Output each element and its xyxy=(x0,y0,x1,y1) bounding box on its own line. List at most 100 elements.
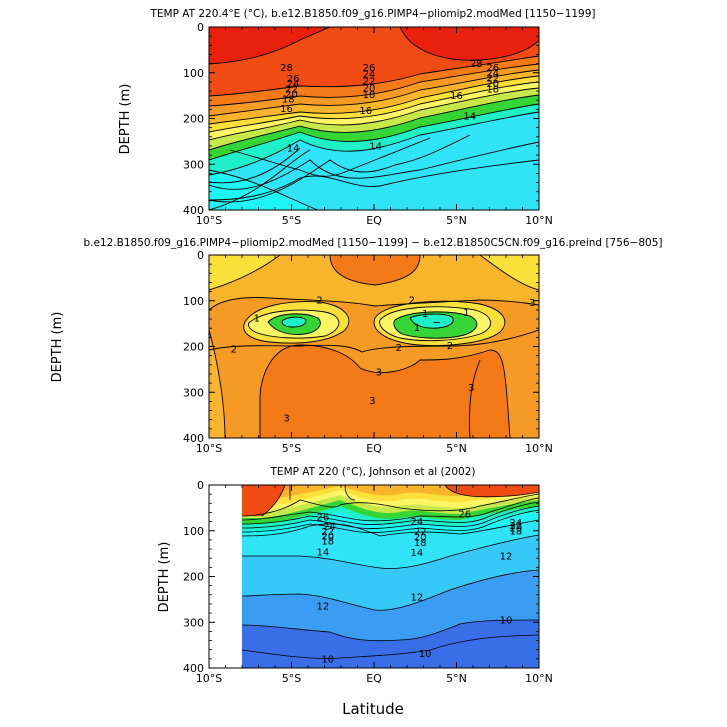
contour-label: 28 xyxy=(280,63,293,74)
contour-label: 20 xyxy=(510,524,523,535)
fill-3-upper xyxy=(330,255,420,285)
fill-27-east xyxy=(445,485,539,497)
contour-line xyxy=(329,255,421,286)
x-tick-label: 5°S xyxy=(282,214,301,227)
panel-2-field xyxy=(209,255,539,438)
contour-label: 1 xyxy=(414,323,420,334)
contour-line xyxy=(344,485,356,501)
panel-1-title: TEMP AT 220.4°E (°C), b.e12.B1850.f09_g1… xyxy=(149,8,595,20)
y-tick-label: 100 xyxy=(183,525,204,538)
y-tick-label: 0 xyxy=(197,21,204,34)
contour-line xyxy=(259,344,511,438)
contour-line xyxy=(209,69,539,117)
contour-line xyxy=(241,493,539,517)
panel-3-contour-labels: 2624222018142422201814262422201812121210… xyxy=(316,509,522,665)
contour-label: 10 xyxy=(500,615,513,626)
contour-line xyxy=(209,63,539,107)
contour-line xyxy=(241,519,539,537)
contour-label: 26 xyxy=(363,63,376,74)
x-tick-label: 5°N xyxy=(446,214,467,227)
panel-1: TEMP AT 220.4°E (°C), b.e12.B1850.f09_g1… xyxy=(118,8,596,227)
contour-label: 26 xyxy=(458,509,471,520)
contour-label: 24 xyxy=(287,79,300,90)
fill-27 xyxy=(242,485,285,516)
contour-label: 1 xyxy=(463,308,469,319)
y-tick-label: 400 xyxy=(183,204,204,217)
contour-line xyxy=(209,27,331,65)
contour-label: 3 xyxy=(529,298,535,309)
fill-0-5-east xyxy=(410,314,454,329)
panel-2-axes: 10°S 5°S EQ 5°N 10°N 0 100 200 300 400 xyxy=(183,249,553,455)
contour-label: 24 xyxy=(363,70,376,81)
contour-label: 22 xyxy=(363,76,376,87)
x-tick-label: 10°N xyxy=(525,214,553,227)
contour-line xyxy=(209,149,311,210)
contour-label: 18 xyxy=(510,526,523,537)
y-tick-label: 100 xyxy=(183,67,204,80)
contour-label: 20 xyxy=(486,79,499,90)
contour-line xyxy=(241,501,539,525)
y-tick-label: 300 xyxy=(183,386,204,399)
x-tick-label: 10°N xyxy=(525,672,553,685)
panel-2-title: b.e12.B1850.f09_g16.PIMP4−pliomip2.modMe… xyxy=(83,237,662,249)
contour-label: 2 xyxy=(316,295,322,306)
x-tick-label: EQ xyxy=(366,214,382,227)
contour-label: 2 xyxy=(447,341,453,352)
y-tick-label: 0 xyxy=(197,249,204,262)
contour-label: 10 xyxy=(419,649,432,660)
contour-line xyxy=(241,505,539,529)
contour-label: 22 xyxy=(321,527,334,538)
contour-label: 20 xyxy=(414,533,427,544)
contour-label: 14 xyxy=(316,547,329,558)
fill-3-lower xyxy=(260,345,510,438)
x-tick-label: 10°S xyxy=(196,672,222,685)
contour-label: 12 xyxy=(411,593,424,604)
contour-label: 2 xyxy=(396,343,402,354)
contour-line xyxy=(241,497,539,522)
contour-label: 16 xyxy=(359,106,372,117)
panel-1-ylabel: DEPTH (m) xyxy=(118,84,133,155)
contour-label: 14 xyxy=(287,144,300,155)
contour-label: 28 xyxy=(470,59,483,70)
contour-line xyxy=(267,313,321,335)
contour-label: 24 xyxy=(323,522,336,533)
contour-line xyxy=(281,316,307,328)
contour-line xyxy=(241,509,539,533)
panel-2-contours xyxy=(209,255,539,438)
contour-label: 18 xyxy=(282,94,295,105)
contour-label: 26 xyxy=(287,74,300,85)
contour-label: 12 xyxy=(500,551,513,562)
contour-label: 18 xyxy=(414,538,427,549)
panel-3: TEMP AT 220 (°C), Johnson et al (2002) D… xyxy=(157,466,553,685)
panel-3-axes: 10°S 5°S EQ 5°N 10°N 0 100 200 300 400 xyxy=(183,479,553,685)
contour-line xyxy=(479,255,539,291)
contour-label: 20 xyxy=(285,89,298,100)
x-tick-label: EQ xyxy=(366,672,382,685)
contour-label: 14 xyxy=(463,112,476,123)
x-tick-label: 10°S xyxy=(196,214,222,227)
contour-label: 3 xyxy=(468,383,474,394)
contour-line xyxy=(242,534,539,569)
fill-2-5-lower-west xyxy=(209,330,225,438)
y-tick-label: 400 xyxy=(183,662,204,675)
contour-line xyxy=(209,94,539,151)
contour-line xyxy=(209,297,539,311)
contour-label: 22 xyxy=(486,74,499,85)
contour-line xyxy=(209,55,539,97)
panel-2: b.e12.B1850.f09_g16.PIMP4−pliomip2.modMe… xyxy=(50,237,663,455)
contour-label: 18 xyxy=(363,90,376,101)
x-tick-label: 5°N xyxy=(446,672,467,685)
fill-28-east xyxy=(400,27,539,61)
contour-line xyxy=(209,103,539,161)
contour-line xyxy=(209,255,281,291)
contour-line xyxy=(209,75,539,125)
x-axis-title: Latitude xyxy=(342,700,404,718)
contour-line xyxy=(209,159,539,201)
contour-label: 22 xyxy=(414,527,427,538)
x-tick-label: 5°N xyxy=(446,442,467,455)
contour-line xyxy=(409,313,454,329)
contour-line xyxy=(209,87,539,141)
contour-line xyxy=(209,111,539,176)
y-tick-label: 300 xyxy=(183,616,204,629)
